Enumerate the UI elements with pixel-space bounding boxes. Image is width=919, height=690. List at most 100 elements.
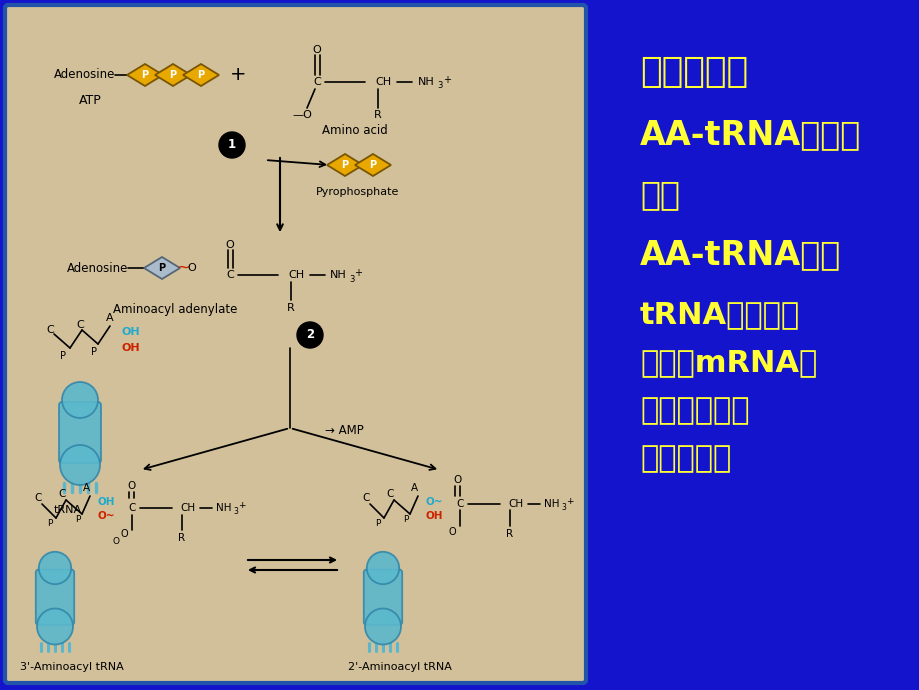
Text: 的密码子相互: 的密码子相互 bbox=[640, 396, 749, 425]
Text: 2: 2 bbox=[306, 328, 313, 342]
Text: ATP: ATP bbox=[78, 94, 101, 106]
Text: P: P bbox=[91, 347, 96, 357]
Text: A: A bbox=[410, 483, 417, 493]
Text: R: R bbox=[287, 303, 295, 313]
Text: 3: 3 bbox=[233, 508, 238, 517]
Text: P: P bbox=[341, 160, 348, 170]
Text: P: P bbox=[198, 70, 204, 80]
FancyBboxPatch shape bbox=[36, 569, 74, 625]
Text: 1: 1 bbox=[228, 139, 236, 152]
Text: NH: NH bbox=[543, 499, 559, 509]
Text: C: C bbox=[34, 493, 41, 503]
Text: NH: NH bbox=[216, 503, 232, 513]
Text: CH: CH bbox=[507, 499, 523, 509]
Circle shape bbox=[367, 552, 399, 584]
Text: AA-tRNA生成: AA-tRNA生成 bbox=[640, 238, 840, 271]
Text: 3: 3 bbox=[437, 81, 442, 90]
Text: P: P bbox=[169, 70, 176, 80]
Text: +: + bbox=[354, 268, 361, 278]
Text: 3: 3 bbox=[561, 504, 566, 513]
Text: → AMP: → AMP bbox=[324, 424, 363, 437]
Text: AA-tRNA合成酶: AA-tRNA合成酶 bbox=[640, 118, 860, 151]
Text: +: + bbox=[238, 502, 245, 511]
Circle shape bbox=[297, 322, 323, 348]
Circle shape bbox=[39, 552, 71, 584]
FancyBboxPatch shape bbox=[59, 402, 101, 463]
Text: 3: 3 bbox=[349, 275, 355, 284]
Polygon shape bbox=[183, 64, 219, 86]
Text: NH: NH bbox=[417, 77, 435, 87]
Text: P: P bbox=[142, 70, 148, 80]
Text: Pyrophosphate: Pyrophosphate bbox=[316, 187, 399, 197]
Text: Amino acid: Amino acid bbox=[322, 124, 388, 137]
Text: CH: CH bbox=[180, 503, 195, 513]
Text: O: O bbox=[187, 263, 196, 273]
Circle shape bbox=[37, 609, 73, 644]
Text: P: P bbox=[60, 351, 66, 361]
Text: C: C bbox=[226, 270, 233, 280]
Text: P: P bbox=[369, 160, 376, 170]
Circle shape bbox=[62, 382, 98, 418]
Text: Aminoacyl adenylate: Aminoacyl adenylate bbox=[113, 304, 237, 317]
Text: C: C bbox=[76, 320, 84, 330]
Text: C: C bbox=[362, 493, 369, 503]
Text: A: A bbox=[106, 313, 114, 323]
Text: C: C bbox=[312, 77, 321, 87]
Text: CH: CH bbox=[288, 270, 304, 280]
Text: OH: OH bbox=[122, 327, 141, 337]
Text: NH: NH bbox=[330, 270, 346, 280]
Text: O: O bbox=[312, 45, 321, 55]
Text: +: + bbox=[565, 497, 573, 506]
Text: Adenosine: Adenosine bbox=[53, 68, 115, 81]
Text: 3'-Aminoacyl tRNA: 3'-Aminoacyl tRNA bbox=[20, 662, 124, 672]
Text: OH: OH bbox=[425, 511, 443, 521]
Text: 识别并配对: 识别并配对 bbox=[640, 444, 731, 473]
Text: R: R bbox=[374, 110, 381, 120]
Polygon shape bbox=[326, 154, 363, 176]
Polygon shape bbox=[127, 64, 163, 86]
Text: O: O bbox=[453, 475, 461, 485]
Text: O: O bbox=[128, 481, 136, 491]
Text: C: C bbox=[456, 499, 463, 509]
Text: CH: CH bbox=[375, 77, 391, 87]
Text: C: C bbox=[386, 489, 393, 499]
Text: Adenosine: Adenosine bbox=[66, 262, 128, 275]
Circle shape bbox=[60, 445, 100, 485]
Text: ~: ~ bbox=[176, 259, 190, 277]
Text: P: P bbox=[47, 520, 52, 529]
Text: C: C bbox=[128, 503, 135, 513]
Text: O: O bbox=[120, 529, 128, 539]
Polygon shape bbox=[355, 154, 391, 176]
Text: O: O bbox=[112, 538, 119, 546]
Text: O~: O~ bbox=[98, 511, 116, 521]
Text: 活化: 活化 bbox=[640, 178, 679, 211]
Text: A: A bbox=[83, 483, 89, 493]
Text: C: C bbox=[46, 325, 54, 335]
Text: O~: O~ bbox=[425, 497, 443, 507]
Text: tRNA: tRNA bbox=[54, 505, 82, 515]
Text: 蛋白质合成: 蛋白质合成 bbox=[640, 55, 747, 89]
Text: O: O bbox=[225, 240, 234, 250]
Text: P: P bbox=[75, 515, 81, 524]
Text: tRNA上的反密: tRNA上的反密 bbox=[640, 300, 800, 329]
Text: P: P bbox=[403, 515, 408, 524]
Circle shape bbox=[219, 132, 244, 158]
Text: 码子与mRNA上: 码子与mRNA上 bbox=[640, 348, 816, 377]
Text: P: P bbox=[375, 520, 380, 529]
Text: OH: OH bbox=[122, 343, 141, 353]
Text: 2'-Aminoacyl tRNA: 2'-Aminoacyl tRNA bbox=[347, 662, 451, 672]
Text: O: O bbox=[448, 527, 455, 537]
Circle shape bbox=[365, 609, 401, 644]
Text: P: P bbox=[158, 263, 165, 273]
Polygon shape bbox=[144, 257, 180, 279]
FancyBboxPatch shape bbox=[5, 5, 585, 683]
Text: R: R bbox=[505, 529, 513, 539]
Text: —O: —O bbox=[291, 110, 312, 120]
Text: R: R bbox=[178, 533, 186, 543]
Text: OH: OH bbox=[98, 497, 116, 507]
FancyBboxPatch shape bbox=[363, 569, 402, 625]
Text: +: + bbox=[443, 75, 450, 85]
Text: C: C bbox=[58, 489, 65, 499]
Polygon shape bbox=[154, 64, 191, 86]
Text: +: + bbox=[230, 66, 246, 84]
